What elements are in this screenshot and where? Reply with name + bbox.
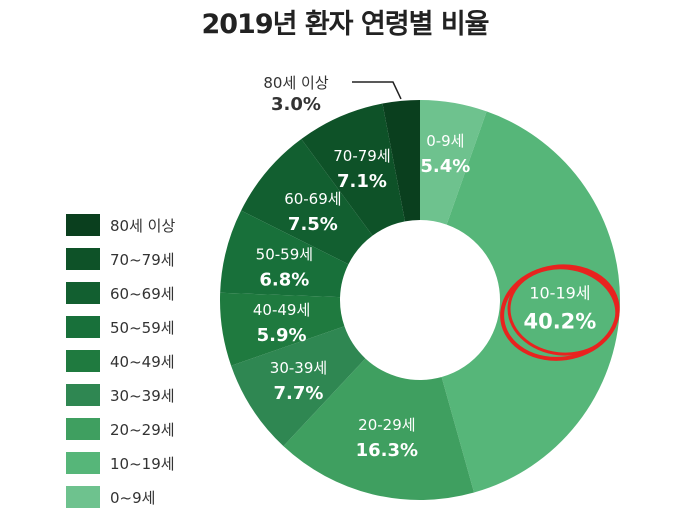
slice-value-label: 7.1% bbox=[337, 171, 387, 192]
slice-value-label: 16.3% bbox=[356, 440, 418, 461]
legend-item: 60~69세 bbox=[66, 276, 175, 310]
leader-line bbox=[352, 81, 402, 100]
slice-60-69세 bbox=[241, 139, 373, 265]
slice-label: 50-59세 bbox=[256, 245, 313, 263]
slice-value-label: 3.0% bbox=[271, 94, 321, 115]
legend-item: 80세 이상 bbox=[66, 208, 175, 242]
legend-item: 20~29세 bbox=[66, 412, 175, 446]
slice-50-59세 bbox=[220, 210, 349, 298]
slice-label: 60-69세 bbox=[284, 190, 341, 208]
slice-value-label: 7.5% bbox=[288, 214, 338, 235]
slice-label: 80세 이상 bbox=[263, 74, 328, 92]
legend-swatch bbox=[66, 418, 100, 440]
slice-value-label: 6.8% bbox=[259, 269, 309, 290]
slice-40-49세 bbox=[219, 292, 345, 366]
slice-value-label: 7.7% bbox=[274, 383, 324, 404]
slice-80세 이상 bbox=[382, 100, 420, 222]
legend-label: 70~79세 bbox=[110, 250, 175, 269]
legend-label: 80세 이상 bbox=[110, 216, 176, 235]
legend-label: 20~29세 bbox=[110, 420, 175, 439]
legend-swatch bbox=[66, 282, 100, 304]
legend-item: 50~59세 bbox=[66, 310, 175, 344]
legend-swatch bbox=[66, 248, 100, 270]
legend-swatch bbox=[66, 384, 100, 406]
slice-label: 20-29세 bbox=[358, 416, 415, 434]
slice-label: 10-19세 bbox=[529, 284, 590, 303]
slice-20-29세 bbox=[283, 358, 475, 500]
legend-label: 30~39세 bbox=[110, 386, 175, 405]
legend-swatch bbox=[66, 350, 100, 372]
legend-label: 0~9세 bbox=[110, 488, 156, 507]
slice-label: 40-49세 bbox=[253, 301, 310, 319]
legend: 80세 이상 70~79세 60~69세 50~59세 40~49세 30~39세 20~2… bbox=[66, 208, 175, 514]
slice-0-9세 bbox=[420, 100, 487, 225]
legend-item: 30~39세 bbox=[66, 378, 175, 412]
chart-title: 2019년 환자 연령별 비율 bbox=[201, 9, 489, 40]
legend-label: 50~59세 bbox=[110, 318, 175, 337]
legend-swatch bbox=[66, 214, 100, 236]
slice-value-label: 5.4% bbox=[420, 156, 470, 177]
legend-label: 60~69세 bbox=[110, 284, 175, 303]
slice-70-79세 bbox=[301, 103, 405, 236]
legend-label: 40~49세 bbox=[110, 352, 175, 371]
slice-value-label: 5.9% bbox=[257, 325, 307, 346]
legend-swatch bbox=[66, 316, 100, 338]
legend-item: 0~9세 bbox=[66, 480, 175, 514]
legend-item: 70~79세 bbox=[66, 242, 175, 276]
legend-item: 40~49세 bbox=[66, 344, 175, 378]
slice-label: 0-9세 bbox=[426, 132, 464, 150]
legend-label: 10~19세 bbox=[110, 454, 175, 473]
legend-swatch bbox=[66, 452, 100, 474]
slice-label: 70-79세 bbox=[333, 147, 390, 165]
slice-value-label: 40.2% bbox=[523, 310, 596, 334]
legend-swatch bbox=[66, 486, 100, 508]
slice-30-39세 bbox=[231, 326, 366, 447]
slice-10-19세 bbox=[441, 111, 620, 493]
slice-label: 30-39세 bbox=[270, 359, 327, 377]
legend-item: 10~19세 bbox=[66, 446, 175, 480]
highlight-circle bbox=[507, 266, 619, 356]
